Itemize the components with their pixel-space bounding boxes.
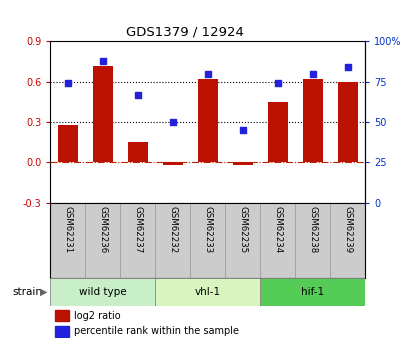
Bar — [155, 203, 190, 278]
Text: percentile rank within the sample: percentile rank within the sample — [74, 326, 239, 336]
Bar — [55, 326, 69, 336]
Bar — [58, 125, 78, 162]
Bar — [85, 203, 121, 278]
Point — [239, 127, 246, 133]
Point — [100, 58, 106, 63]
Text: GSM62235: GSM62235 — [239, 206, 247, 253]
Bar — [260, 278, 365, 306]
Bar — [55, 310, 69, 321]
Text: GSM62231: GSM62231 — [63, 206, 72, 253]
Text: log2 ratio: log2 ratio — [74, 310, 121, 321]
Bar — [268, 102, 288, 162]
Text: GSM62236: GSM62236 — [98, 206, 108, 253]
Point — [170, 119, 176, 125]
Bar — [198, 79, 218, 162]
Bar — [190, 203, 226, 278]
Text: strain: strain — [13, 287, 42, 297]
Text: GSM62238: GSM62238 — [308, 206, 318, 253]
Bar — [303, 79, 323, 162]
Point — [205, 71, 211, 77]
Bar — [295, 203, 331, 278]
Text: ▶: ▶ — [40, 287, 47, 297]
Point — [344, 65, 351, 70]
Point — [310, 71, 316, 77]
Text: GSM62239: GSM62239 — [344, 206, 352, 253]
Bar — [155, 278, 260, 306]
Text: GDS1379 / 12924: GDS1379 / 12924 — [126, 26, 244, 39]
Text: GSM62233: GSM62233 — [203, 206, 213, 253]
Bar — [121, 203, 155, 278]
Bar — [233, 162, 252, 165]
Bar — [226, 203, 260, 278]
Bar — [50, 203, 85, 278]
Bar — [163, 162, 183, 165]
Text: GSM62234: GSM62234 — [273, 206, 282, 253]
Text: hif-1: hif-1 — [301, 287, 325, 297]
Text: GSM62237: GSM62237 — [134, 206, 142, 253]
Bar — [331, 203, 365, 278]
Point — [134, 92, 141, 97]
Bar — [260, 203, 295, 278]
Bar — [93, 66, 113, 162]
Point — [275, 81, 281, 86]
Bar — [338, 82, 357, 162]
Text: GSM62232: GSM62232 — [168, 206, 177, 253]
Text: wild type: wild type — [79, 287, 127, 297]
Bar — [128, 142, 147, 162]
Point — [65, 81, 71, 86]
Bar — [50, 278, 155, 306]
Text: vhl-1: vhl-1 — [195, 287, 221, 297]
